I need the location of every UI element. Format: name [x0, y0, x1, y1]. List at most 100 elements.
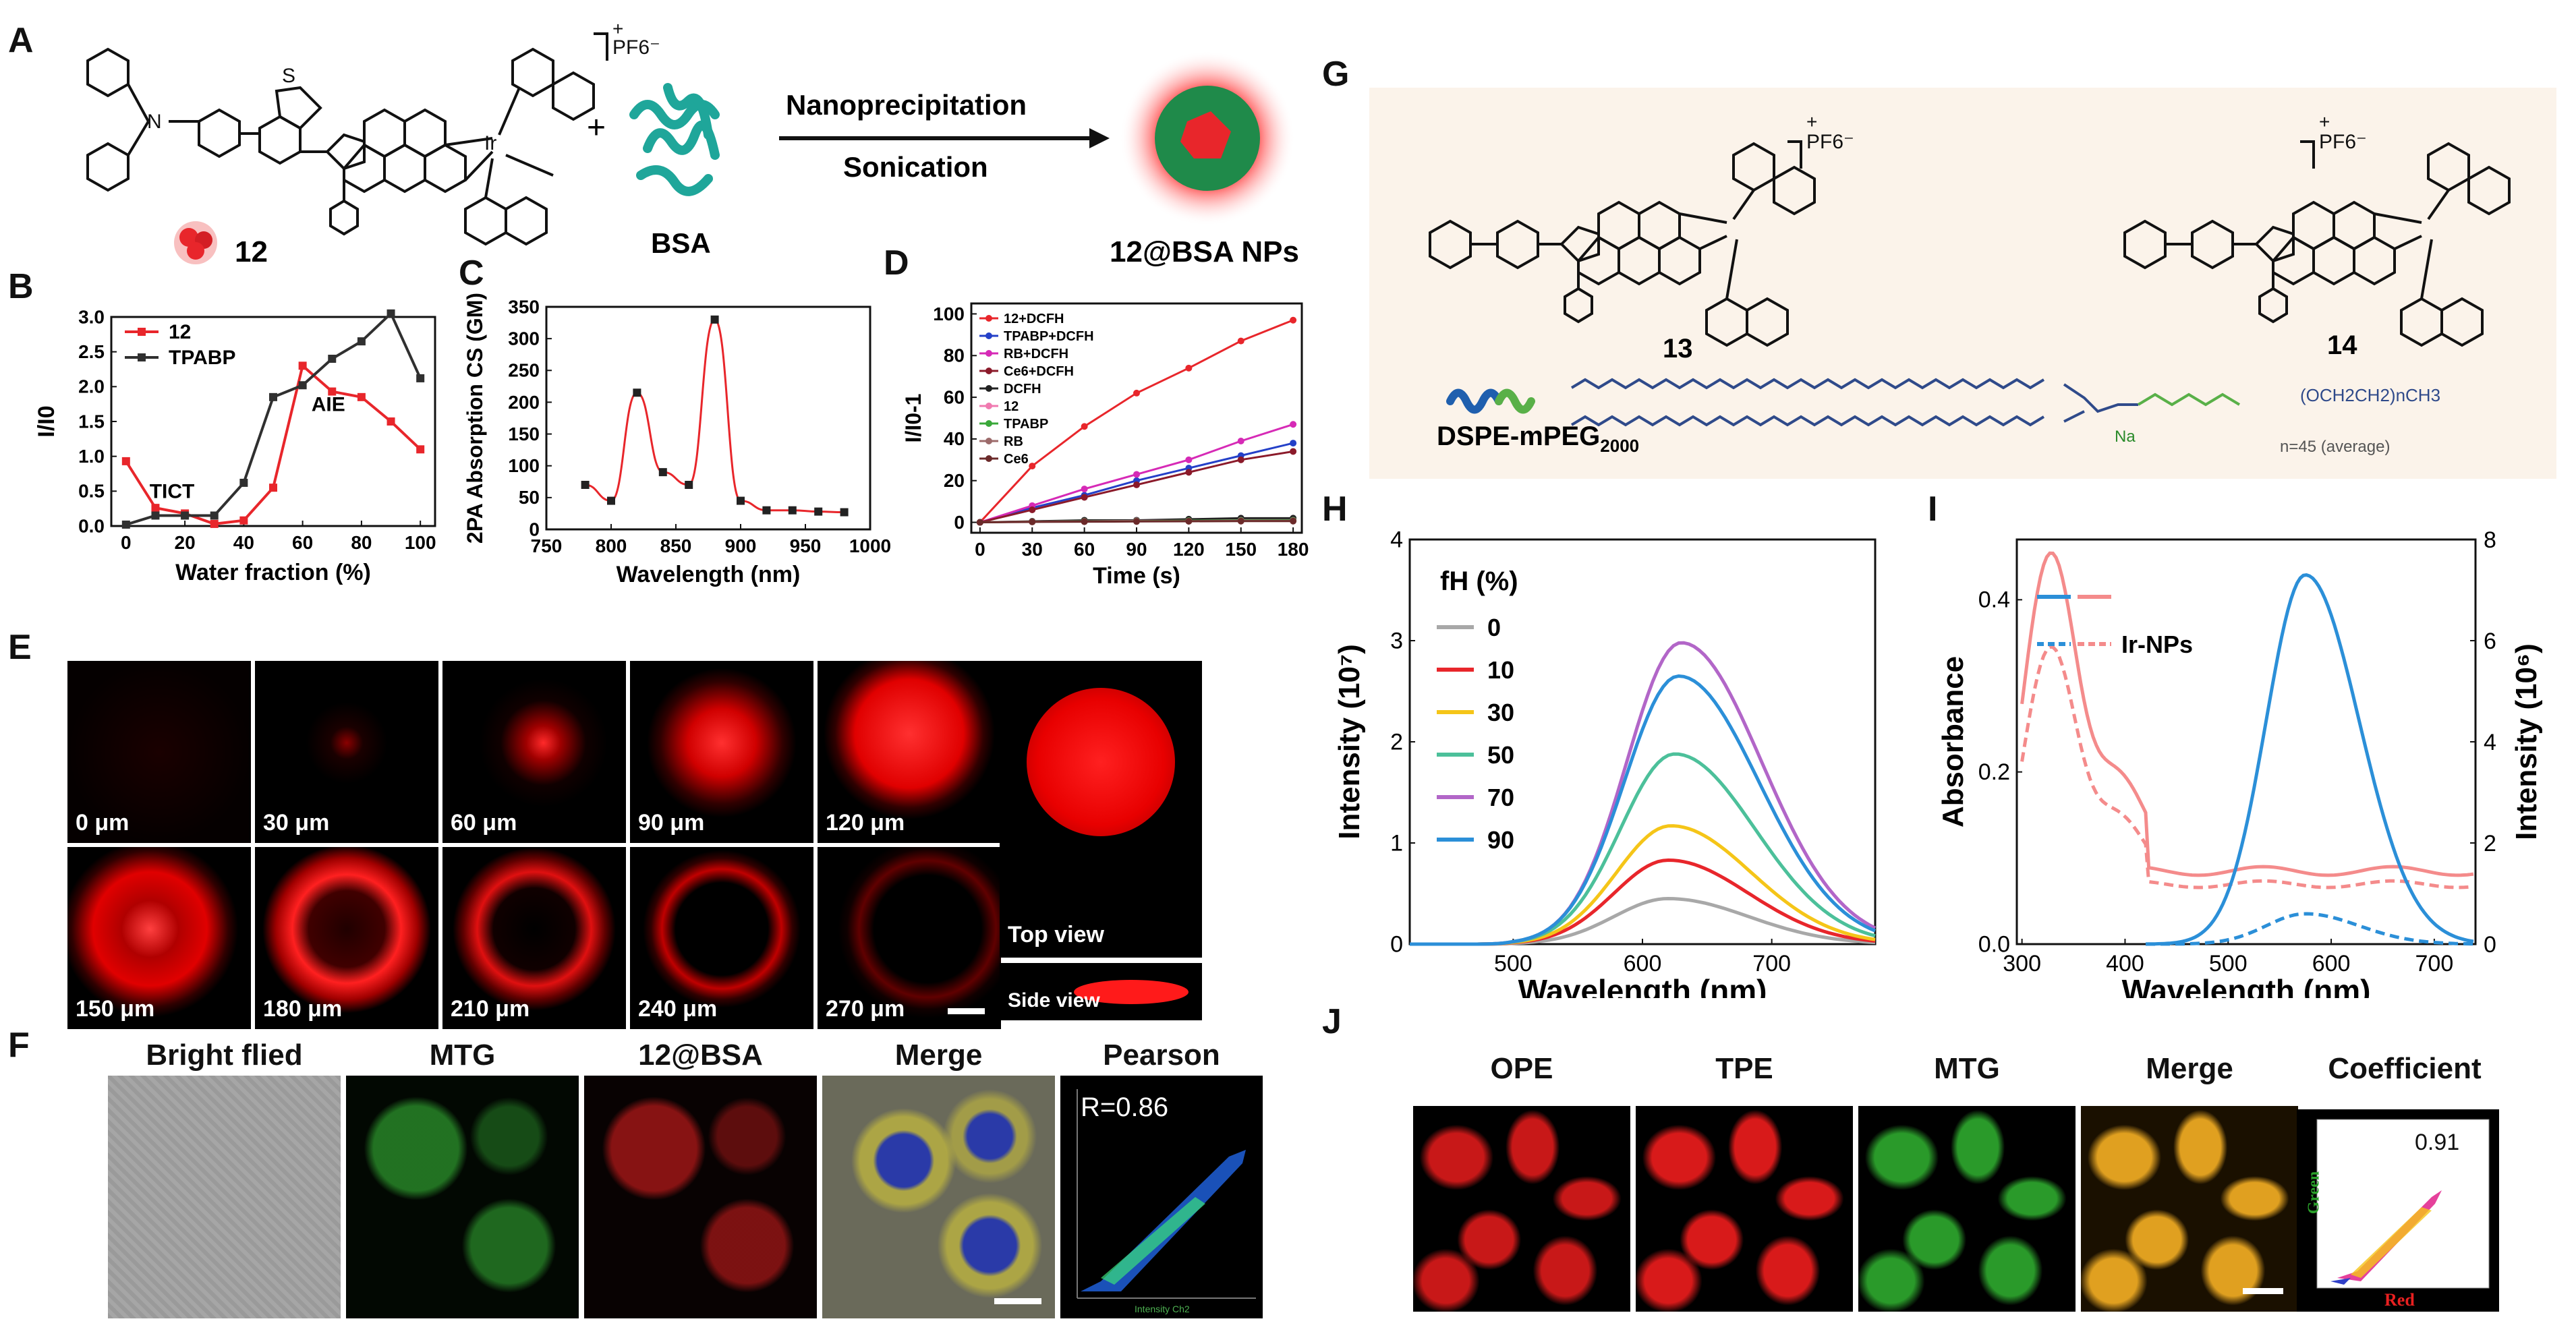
- data-point: [1133, 389, 1140, 397]
- data-point: [737, 496, 745, 505]
- data-point: [328, 387, 337, 396]
- data-point: [181, 511, 190, 520]
- slice-depth-label: 60 μm: [451, 810, 517, 836]
- e-scale-bar: [948, 1008, 985, 1014]
- x-tick-label: 300: [2003, 951, 2041, 976]
- y-axis-label: Absorbance: [1937, 656, 1970, 827]
- bsa-label: BSA: [651, 227, 711, 259]
- chart-i: 300 400 500 600 700 0.0 0.2 0.4 0 2 4 6 8 Ir-NPs Wavel…: [1937, 527, 2543, 998]
- coefficient-y-axis-label: Green: [2305, 1171, 2323, 1215]
- x-tick-label: 900: [725, 535, 757, 556]
- y-tick-label: 300: [508, 328, 540, 349]
- compound-13-structure: [1429, 140, 1816, 347]
- y-tick-label: 100: [508, 455, 540, 476]
- y-axis-label: I/I0-1: [901, 394, 925, 443]
- y-right-tick-label: 4: [2484, 730, 2496, 755]
- j-image-tile: [1413, 1106, 1630, 1312]
- data-point: [328, 355, 337, 363]
- compound-14-label: 14: [2327, 330, 2357, 360]
- y-tick-label: 100: [933, 303, 965, 324]
- legend-label: 10: [1487, 656, 1514, 684]
- y-right-axis-label: Intensity (10⁶): [2510, 643, 2543, 840]
- data-point: [1133, 471, 1140, 478]
- x-axis-label: Water fraction (%): [175, 560, 371, 585]
- molecule-cluster-icon: [174, 221, 217, 264]
- y-tick-label: 200: [508, 392, 540, 413]
- pearson-scatter-plot: R=0.86 Intensity Ch2: [1060, 1076, 1263, 1318]
- f-column-header: Merge: [894, 1039, 983, 1072]
- legend-label: Ce6: [1004, 452, 1029, 467]
- legend-label: RB+DCFH: [1004, 347, 1068, 361]
- x-tick-label: 20: [175, 532, 196, 553]
- y-tick-label: 20: [944, 470, 965, 491]
- f-column-header: Bright flied: [146, 1039, 303, 1072]
- absorbance-curve-solid: [2020, 551, 2474, 877]
- data-point: [416, 445, 425, 454]
- panel-label-h: H: [1322, 490, 1348, 529]
- coefficient-value: 0.91: [2415, 1130, 2460, 1155]
- y-tick-label: 3.0: [78, 306, 105, 327]
- y-right-tick-label: 2: [2484, 831, 2496, 856]
- data-point: [239, 516, 248, 525]
- plot-frame: [545, 305, 871, 531]
- panel-label-d: D: [884, 243, 909, 283]
- y-tick-label: 1.0: [78, 446, 105, 467]
- confocal-slice-tile: 240 μm: [630, 847, 813, 1029]
- x-tick-label: 90: [1126, 539, 1147, 560]
- atom-n-label: N: [147, 111, 162, 133]
- data-point: [1133, 481, 1140, 488]
- confocal-slice-tile: 150 μm: [67, 847, 251, 1029]
- x-tick-label: 500: [2209, 951, 2248, 976]
- pearson-r-value: R=0.86: [1081, 1092, 1169, 1122]
- slice-depth-label: 270 μm: [826, 996, 905, 1022]
- data-point: [298, 381, 307, 390]
- top-view-tile: Top view: [1000, 661, 1202, 958]
- j-column-header: MTG: [1934, 1052, 2000, 1085]
- slice-depth-label: 180 μm: [263, 996, 343, 1022]
- y-tick-label: 0.2: [1978, 759, 2010, 785]
- y-tick-label: 0: [1390, 931, 1403, 957]
- panel-label-j: J: [1322, 1002, 1342, 1041]
- peg-repeat-label: (OCH2CH2)nCH3: [2300, 385, 2440, 405]
- data-point: [1081, 494, 1088, 501]
- x-tick-label: 400: [2106, 951, 2144, 976]
- confocal-slice-tile: 60 μm: [442, 661, 626, 843]
- lipid-chains: [1570, 378, 2138, 427]
- y-tick-label: 1: [1390, 830, 1403, 856]
- na-label: Na: [2115, 428, 2136, 446]
- annotation-aie: AIE: [312, 394, 345, 416]
- data-point: [387, 309, 395, 318]
- absorbance-curve-dashed: [2020, 645, 2474, 889]
- confocal-slice-tile: 30 μm: [255, 661, 438, 843]
- y-axis-label: I/I0: [34, 405, 59, 437]
- data-point: [357, 392, 366, 401]
- y-tick-label: 0.4: [1978, 587, 2010, 613]
- legend-label: Ce6+DCFH: [1004, 364, 1074, 379]
- legend-marker: [985, 403, 992, 409]
- data-point: [1185, 518, 1193, 525]
- y-tick-label: 0.5: [78, 481, 105, 502]
- y-tick-label: 80: [944, 345, 965, 366]
- data-point: [1290, 440, 1297, 447]
- coefficient-scatter-cloud: [2330, 1190, 2442, 1285]
- chart-b: 0 20 40 60 80 100 0.0 0.5 1.0 1.5 2.0 2.5 3.0 12 TPABP…: [34, 306, 436, 585]
- slice-depth-label: 90 μm: [638, 810, 705, 836]
- plus-sign: +: [587, 110, 606, 146]
- y-tick-label: 50: [519, 487, 540, 508]
- legend-marker: [985, 368, 992, 374]
- y-tick-label: 250: [508, 360, 540, 381]
- confocal-slice-tile: 270 μm: [818, 847, 1001, 1029]
- x-tick-label: 80: [351, 532, 372, 553]
- data-point: [1290, 448, 1297, 455]
- y-tick-label: 3: [1390, 628, 1403, 653]
- emission-curve-solid: [2145, 573, 2474, 946]
- emission-curve-90: [1410, 674, 1876, 946]
- data-point: [1185, 364, 1193, 372]
- j-image-tile: [1858, 1106, 2076, 1312]
- panel-g-background: [1369, 88, 2556, 479]
- data-point: [1290, 316, 1297, 324]
- product-label: 12@BSA NPs: [1110, 235, 1299, 268]
- j-column-header: Merge: [2146, 1052, 2233, 1085]
- x-axis-label: Wavelength (nm): [1518, 973, 1767, 998]
- data-point: [1081, 486, 1088, 493]
